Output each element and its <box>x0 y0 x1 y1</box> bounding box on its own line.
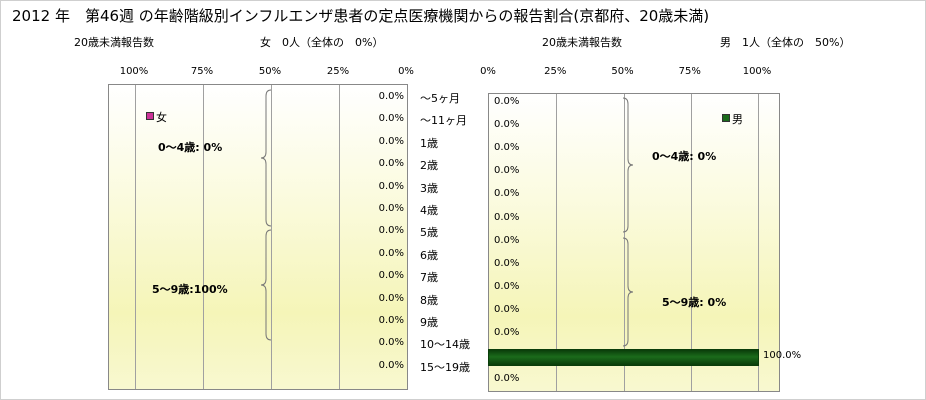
female-annotation-5-9: 5～9歳:100% <box>152 283 228 296</box>
male-value-label: 0.0% <box>494 280 520 292</box>
age-category-label: 5歳 <box>420 226 438 240</box>
left-gridline <box>271 85 272 389</box>
male-value-label: 0.0% <box>494 96 520 107</box>
right-x-tick-label: 0% <box>480 66 496 77</box>
age-category-label: ～5ヶ月 <box>420 92 460 105</box>
age-category-label: 1歳 <box>420 136 438 150</box>
female-value-label: 0.0% <box>378 247 404 259</box>
left-x-tick-label: 50% <box>258 66 282 77</box>
left-x-tick-label: 100% <box>119 66 149 77</box>
age-category-label: 15～19歳 <box>420 360 470 374</box>
male-value-label: 0.0% <box>494 142 520 154</box>
male-annotation-0-4: 0～4歳: 0% <box>652 150 717 163</box>
female-plot-area <box>108 84 408 390</box>
age-category-label: ～11ヶ月 <box>420 114 467 128</box>
right-x-tick-label: 100% <box>742 66 772 77</box>
male-value-label: 0.0% <box>494 327 520 338</box>
female-value-label: 0.0% <box>378 315 404 326</box>
male-plot-area <box>488 93 780 392</box>
female-value-label: 0.0% <box>378 180 404 192</box>
left-count-label: 20歳未満報告数 <box>74 36 154 49</box>
age-category-label: 2歳 <box>420 159 438 173</box>
age-category-label: 3歳 <box>420 181 438 195</box>
female-bracket-5-9 <box>260 229 272 341</box>
female-value-label: 0.0% <box>378 359 404 371</box>
right-gridline <box>690 94 692 391</box>
left-x-tick-label: 0% <box>398 66 414 77</box>
female-value-label: 0.0% <box>378 292 404 304</box>
female-legend-label: 女 <box>156 111 167 124</box>
male-bracket-5-9 <box>622 237 634 347</box>
left-summary: 女 0人（全体の 0%） <box>260 36 384 49</box>
age-category-label: 10～14歳 <box>420 338 470 352</box>
left-gridline <box>135 85 136 389</box>
male-legend-label: 男 <box>732 113 743 126</box>
male-annotation-5-9: 5～9歳: 0% <box>662 296 727 309</box>
right-count-label: 20歳未満報告数 <box>542 36 622 49</box>
right-gridline <box>623 94 625 391</box>
female-annotation-0-4: 0～4歳: 0% <box>158 141 223 154</box>
chart-title: 2012 年 第46週 の年齢階級別インフルエンザ患者の定点医療機関からの報告割… <box>12 7 710 25</box>
left-gridline <box>339 85 340 389</box>
male-legend-swatch <box>722 114 730 122</box>
female-value-label: 0.0% <box>378 337 404 349</box>
male-value-label: 0.0% <box>494 119 520 131</box>
male-bracket-0-4 <box>622 97 634 233</box>
female-value-label: 0.0% <box>378 158 404 170</box>
male-value-label: 0.0% <box>494 165 520 177</box>
female-legend-swatch <box>146 112 154 120</box>
right-summary: 男 1人（全体の 50%） <box>720 36 851 49</box>
right-x-tick-label: 50% <box>611 66 634 77</box>
male-value-label: 0.0% <box>494 188 520 200</box>
female-value-label: 0.0% <box>378 203 404 214</box>
age-category-label: 9歳 <box>420 316 438 329</box>
female-legend: 女 <box>146 109 167 125</box>
male-legend: 男 <box>722 111 743 127</box>
male-bar <box>488 349 759 367</box>
male-value-label: 0.0% <box>494 303 520 315</box>
male-value-label: 0.0% <box>494 234 520 246</box>
female-value-label: 0.0% <box>378 135 404 147</box>
female-value-label: 0.0% <box>378 225 404 237</box>
male-value-label: 0.0% <box>494 211 520 223</box>
male-value-label: 100.0% <box>763 350 802 362</box>
male-value-label: 0.0% <box>494 257 520 269</box>
female-value-label: 0.0% <box>378 270 404 282</box>
right-gridline <box>556 94 558 391</box>
right-x-tick-label: 25% <box>544 66 567 77</box>
left-x-tick-label: 75% <box>190 66 214 77</box>
left-gridline <box>203 85 204 389</box>
female-value-label: 0.0% <box>378 91 404 102</box>
right-gridline <box>758 94 759 391</box>
age-category-label: 4歳 <box>420 204 438 217</box>
left-x-tick-label: 25% <box>326 66 350 77</box>
age-category-label: 6歳 <box>420 248 438 262</box>
male-value-label: 0.0% <box>494 373 520 385</box>
age-category-label: 7歳 <box>420 271 438 285</box>
right-x-tick-label: 75% <box>678 66 701 77</box>
female-value-label: 0.0% <box>378 113 404 125</box>
age-category-label: 8歳 <box>420 293 438 307</box>
female-bracket-0-4 <box>260 89 272 227</box>
